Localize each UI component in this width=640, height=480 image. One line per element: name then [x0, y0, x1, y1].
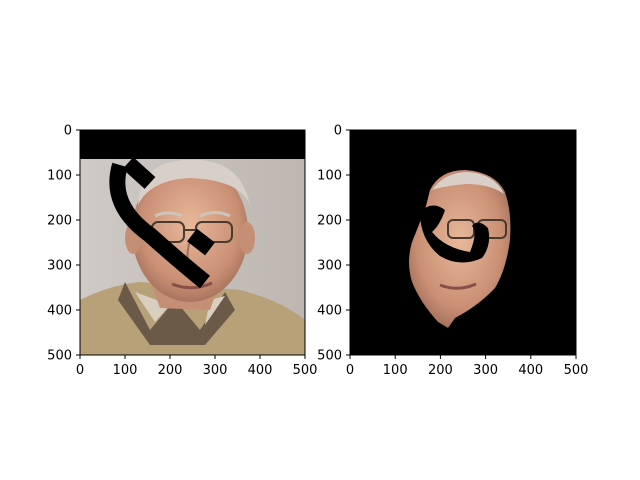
- x-tick-label: 500: [293, 363, 318, 378]
- mask-cutout: [420, 205, 490, 263]
- x-tick-label: 400: [248, 363, 273, 378]
- x-tick-label: 300: [203, 363, 228, 378]
- shirt-collar: [118, 282, 235, 345]
- axes-2: 0 100 200 300 400 500 0 100 200 300 400 500: [317, 124, 588, 379]
- y-tick-label: 100: [317, 169, 342, 184]
- x-tick-label: 200: [158, 363, 183, 378]
- y-tick-label: 300: [317, 259, 342, 274]
- x-tick-label: 500: [564, 363, 589, 378]
- left-image-panel: [80, 130, 305, 355]
- y-tick-label: 400: [317, 304, 342, 319]
- y-tick-label: 200: [317, 214, 342, 229]
- x-tick-label: 300: [473, 363, 498, 378]
- x-tick-label: 400: [518, 363, 543, 378]
- face: [132, 162, 248, 302]
- axes-1: 0 100 200 300 400 500 0 100 200 300 400 500: [47, 124, 317, 379]
- black-mask-stroke: [109, 162, 210, 289]
- x-tick-label: 200: [428, 363, 453, 378]
- y-tick-label: 400: [47, 304, 72, 319]
- x-tick-label: 0: [346, 363, 354, 378]
- y-tick-label: 0: [64, 124, 72, 139]
- x-tick-label: 0: [76, 363, 84, 378]
- y-tick-label: 500: [317, 349, 342, 364]
- sweater: [80, 282, 305, 355]
- right-image-panel: [350, 130, 576, 355]
- axes-frame: [79, 129, 306, 356]
- black-top-band: [80, 130, 305, 159]
- y-tick-label: 200: [47, 214, 72, 229]
- y-tick-label: 500: [47, 349, 72, 364]
- y-tick-label: 0: [334, 124, 342, 139]
- x-tick-label: 100: [113, 363, 138, 378]
- y-tick-label: 300: [47, 259, 72, 274]
- axes-frame: [349, 129, 577, 356]
- x-tick-label: 100: [383, 363, 408, 378]
- y-tick-label: 100: [47, 169, 72, 184]
- hair: [138, 159, 250, 205]
